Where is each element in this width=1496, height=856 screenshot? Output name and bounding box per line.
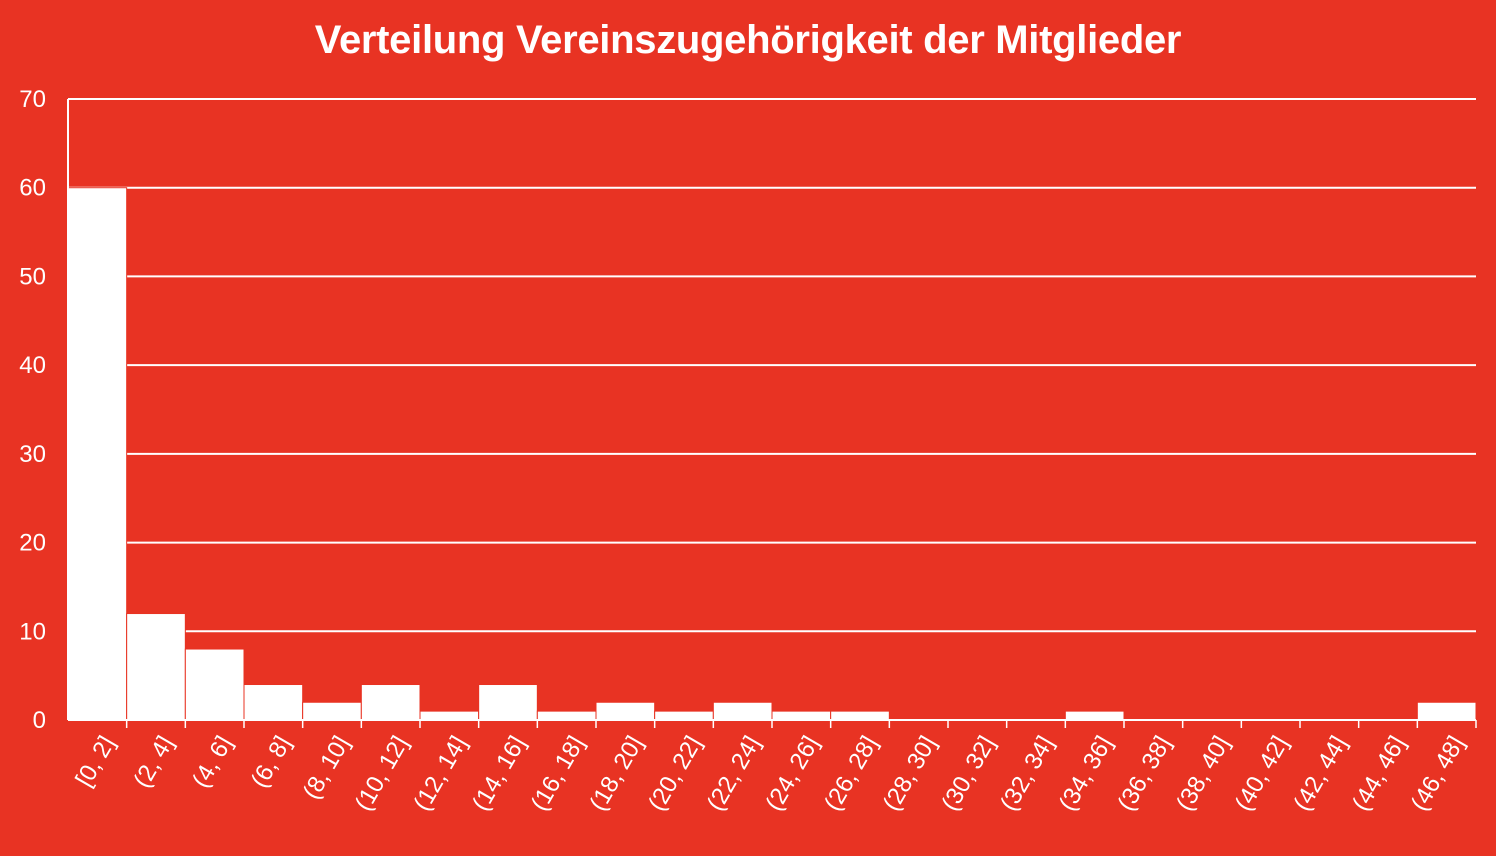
y-tick-label: 60 [19,175,46,202]
histogram-bar [1416,701,1477,721]
histogram-bar [771,710,832,721]
y-tick-label: 70 [19,86,46,113]
grid-layer [68,98,1476,633]
histogram-bar [1064,710,1125,721]
histogram-bar [419,710,480,721]
y-tick-labels: 0 10 20 30 40 50 60 70 [19,86,46,734]
x-tick-label: (46, 48] [1406,732,1470,816]
x-tick-label: (22, 24] [702,732,766,816]
histogram-bar [302,701,362,721]
histogram-bar [243,684,304,721]
x-tick-label: (4, 6] [187,732,238,793]
histogram-bar [712,701,773,721]
y-tick-label: 30 [19,441,46,468]
y-tick-label: 40 [19,352,46,379]
x-tick-label: (28, 30] [878,732,942,816]
histogram-bar [536,710,597,721]
y-tick-label: 20 [19,530,46,557]
x-tick-label: (12, 14] [408,732,472,816]
histogram-bar [478,684,538,721]
x-tick-label: (14, 16] [467,732,531,816]
x-tick-label: (10, 12] [350,732,414,816]
y-tick-label: 0 [33,707,46,734]
histogram-bar [67,187,128,721]
x-tick-label: (8, 10] [298,732,355,804]
x-tick-label: (26, 28] [819,732,883,816]
x-tick-label: (32, 34] [995,732,1059,816]
x-tick-label: (6, 8] [246,732,297,793]
x-tick-label: (44, 46] [1347,732,1411,816]
x-tick-label: (42, 44] [1288,732,1352,816]
x-tick-label: (2, 4] [128,732,179,793]
x-tick-label: (34, 36] [1054,732,1118,816]
axis-layer [67,99,1477,728]
x-tick-label: (24, 26] [760,732,824,816]
x-tick-label: (38, 40] [1171,732,1235,816]
x-tick-label: (30, 32] [936,731,1000,815]
histogram-bar [126,613,186,721]
x-tick-label: [0, 2] [70,732,120,792]
y-tick-label: 50 [19,263,46,290]
x-tick-label: (16, 18] [526,732,590,816]
histogram-bar [184,648,245,721]
y-tick-label: 10 [19,618,46,645]
x-tick-label: (36, 38] [1112,732,1176,816]
x-tick-labels: [0, 2] (2, 4] (4, 6] (6, 8] (8, 10](10, 12](… [70,731,1469,815]
histogram-bar [830,710,890,721]
chart-title: Verteilung Vereinszugehörigkeit der Mitg… [314,18,1182,62]
histogram-bar [360,684,421,721]
histogram-bar [654,710,714,721]
x-tick-label: (20, 22] [643,732,707,816]
x-tick-label: (40, 42] [1230,732,1294,816]
x-tick-label: (18, 20] [584,732,648,816]
histogram-bar [595,701,656,721]
